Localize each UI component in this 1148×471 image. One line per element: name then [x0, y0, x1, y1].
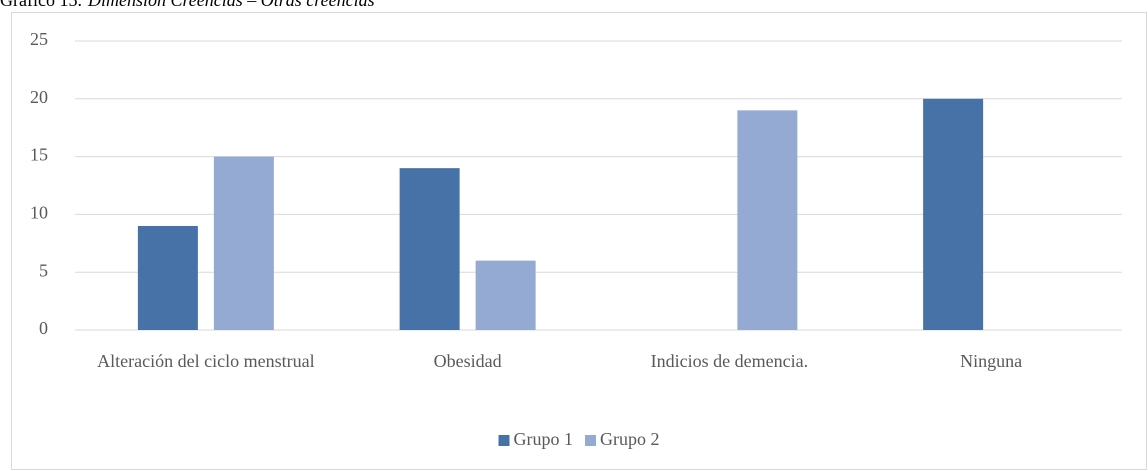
legend-swatch: [585, 435, 596, 446]
y-tick-label: 10: [30, 203, 48, 223]
y-tick-label: 0: [39, 318, 48, 338]
legend-label: Grupo 1: [514, 429, 574, 449]
y-tick-label: 20: [30, 87, 48, 107]
bar: [137, 225, 198, 330]
chart-title-group: Gráfico 15. Dimensión Creencias – Otras c…: [0, 0, 375, 10]
y-tick-label: 25: [30, 29, 48, 49]
chart-title: Gráfico 15.: [0, 0, 82, 10]
legend: Grupo 1 Grupo 2: [498, 429, 660, 449]
legend-swatch: [498, 435, 510, 446]
y-tick-label: 15: [30, 145, 48, 165]
legend-label: Grupo 2: [600, 429, 660, 449]
chart-subtitle: Dimensión Creencias – Otras creencias: [87, 0, 375, 10]
bar: [475, 260, 536, 330]
bar: [213, 156, 274, 330]
bar: [399, 168, 460, 330]
x-tick-label: Indicios de demencia.: [651, 351, 808, 371]
y-tick-label: 5: [39, 260, 48, 280]
x-tick-label: Obesidad: [434, 351, 502, 371]
bar: [737, 110, 798, 330]
x-tick-label: Alteración del ciclo menstrual: [97, 351, 314, 371]
bar: [923, 98, 984, 330]
x-tick-label: Ninguna: [960, 351, 1022, 371]
